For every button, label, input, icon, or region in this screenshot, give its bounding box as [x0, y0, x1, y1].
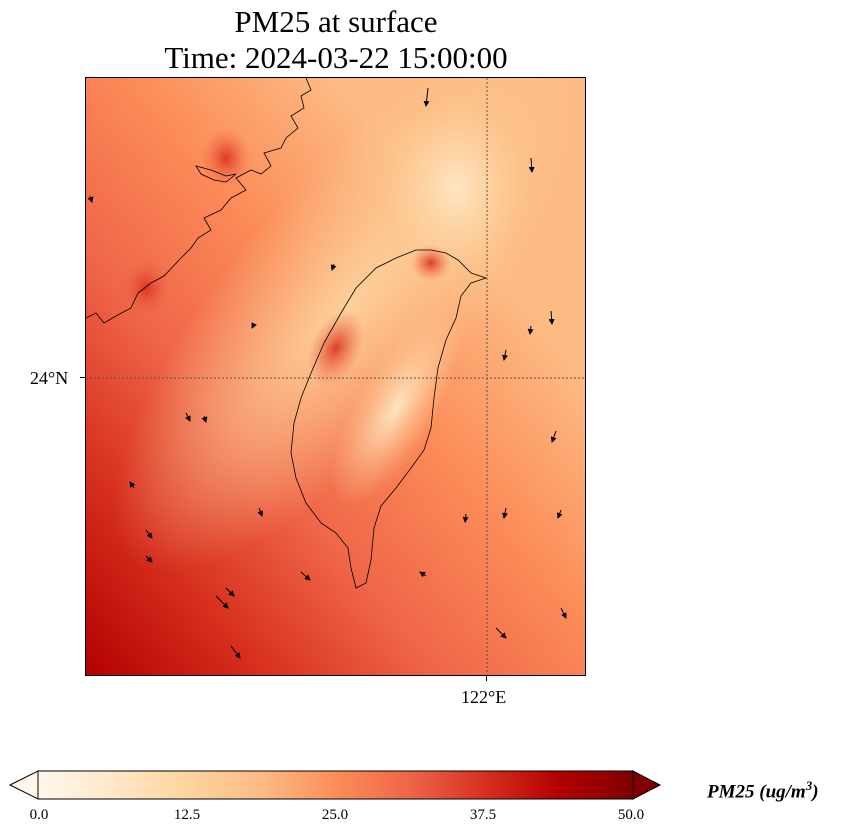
colorbar-tick-3: 37.5	[469, 807, 497, 823]
taiwan-north-hotspot	[411, 245, 451, 281]
wind-arrow-icon	[462, 513, 469, 523]
colorbar-label-sup: 3	[805, 778, 813, 793]
wind-arrow-icon	[423, 87, 430, 107]
colorbar-label-main: PM25 (ug/m	[707, 781, 806, 803]
wind-arrow-icon	[550, 430, 557, 443]
wind-arrow-icon	[225, 587, 235, 597]
taiwan-west-hotspot	[307, 310, 365, 386]
china-coastline	[86, 78, 312, 324]
lat-tick-label: 24°N	[30, 368, 69, 388]
clean-air-core	[386, 98, 526, 278]
wind-arrow-icon	[300, 571, 311, 581]
colorbar-tick-2: 25.0	[321, 807, 349, 823]
wind-arrow-icon	[502, 349, 508, 361]
taiwan-plume	[331, 310, 461, 506]
pm25-map	[85, 77, 586, 676]
lat-tickmark	[80, 377, 85, 378]
wind-arrow-icon	[87, 195, 94, 203]
lon-tickmark	[486, 676, 487, 681]
colorbar-label: PM25 (ug/m3)	[707, 774, 819, 804]
colorbar-tick-0: 0.0	[29, 807, 49, 823]
wind-arrow-icon	[129, 481, 136, 489]
colorbar-body	[37, 770, 634, 800]
wind-arrow-icon	[145, 555, 153, 563]
china-bay-island	[195, 165, 237, 183]
colorbar-label-end: )	[812, 781, 819, 803]
wind-arrow-icon	[495, 627, 507, 639]
map-time: Time: 2024-03-22 15:00:00	[164, 40, 508, 75]
colorbar-tick-1: 12.5	[173, 807, 201, 823]
wind-arrow-icon	[528, 157, 535, 173]
pm25-field	[86, 78, 585, 675]
wind-arrow-icon	[215, 595, 229, 609]
wind-arrow-icon	[419, 571, 427, 578]
wind-arrow-icon	[257, 507, 264, 517]
lon-tick-label: 122°E	[461, 687, 507, 707]
wind-vectors	[87, 87, 567, 659]
wind-arrow-icon	[230, 645, 241, 659]
colorbar-tick-4: 50.0	[617, 807, 645, 823]
wind-arrow-icon	[145, 529, 153, 539]
colorbar	[8, 770, 662, 800]
wind-arrow-icon	[527, 325, 534, 335]
wind-arrow-icon	[548, 310, 555, 325]
wind-arrow-icon	[251, 322, 257, 329]
coastal-hotspot-1	[201, 128, 251, 188]
wind-arrow-icon	[560, 607, 567, 619]
wind-arrow-icon	[330, 263, 337, 271]
map-title: PM25 at surface	[234, 4, 438, 39]
wind-arrow-icon	[502, 507, 508, 519]
colorbar-extend-low	[8, 770, 39, 800]
wind-arrow-icon	[201, 415, 208, 423]
colorbar-extend-high	[632, 770, 662, 800]
taiwan-coastline	[290, 249, 488, 589]
wind-arrow-icon	[185, 412, 191, 422]
wind-arrow-icon	[556, 509, 563, 519]
